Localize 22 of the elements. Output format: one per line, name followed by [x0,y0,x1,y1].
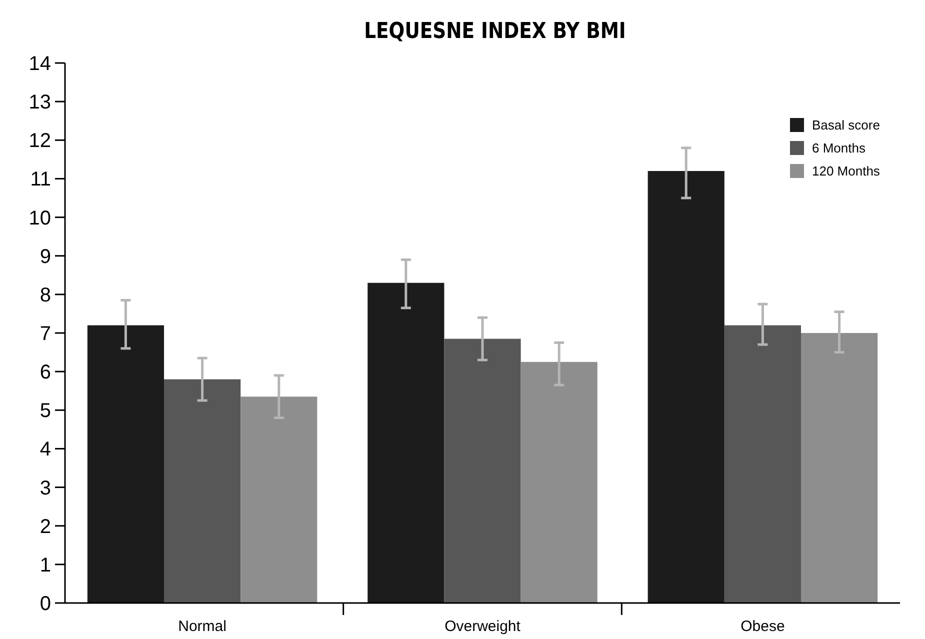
y-tick-label: 7 [40,323,51,345]
y-tick-label: 8 [40,284,51,306]
y-tick-label: 2 [40,516,51,538]
y-tick-label: 12 [28,130,51,152]
x-tick-label: Overweight [444,618,522,635]
y-tick-label: 3 [40,477,51,500]
chart-title: LEQUESNE INDEX BY BMI [364,18,626,44]
y-tick-label: 13 [28,92,51,114]
y-tick-label: 6 [40,362,51,384]
legend-label: Basal score [812,118,880,133]
y-tick-label: 11 [30,168,51,191]
y-tick-label: 10 [28,207,51,230]
y-tick-label: 14 [28,53,51,75]
y-tick-label: 9 [40,246,51,268]
legend-label: 120 Months [812,164,880,179]
y-tick-label: 4 [40,438,51,461]
y-tick-label: 5 [40,400,51,422]
y-tick-label: 1 [40,554,51,576]
x-tick-label: Normal [178,618,226,635]
x-tick-label: Obese [740,618,785,635]
legend-label: 6 Months [812,140,866,156]
y-tick-label: 0 [40,593,51,615]
